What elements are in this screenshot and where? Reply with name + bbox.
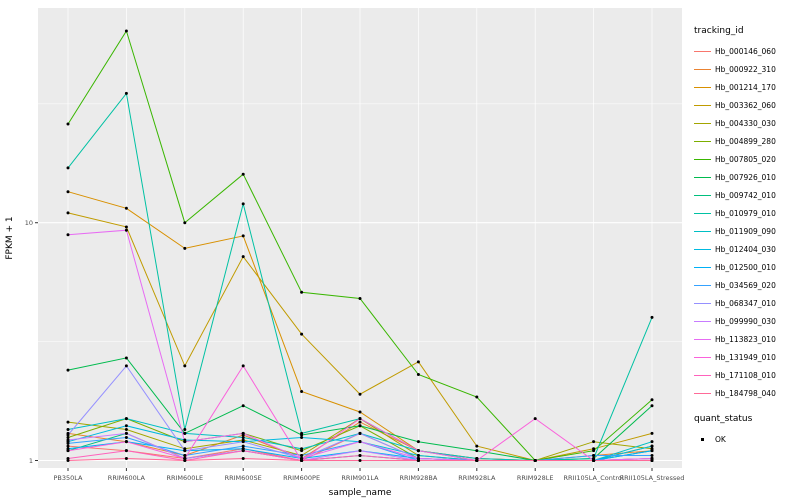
legend-item-quant-ok: OK [694, 430, 798, 448]
ok-point-icon [694, 433, 711, 446]
line-key-icon [694, 63, 711, 76]
line-key-icon [694, 351, 711, 364]
legend-item-Hb_000922_310: Hb_000922_310 [694, 60, 798, 78]
point-marker-icon [701, 437, 705, 441]
legend-label: Hb_184798_040 [715, 388, 776, 398]
legend-label: Hb_003362_060 [715, 100, 776, 110]
legend-label: Hb_001214_170 [715, 82, 776, 92]
svg-text:RRIM600LE: RRIM600LE [166, 474, 203, 482]
legend-label: Hb_011909_090 [715, 226, 776, 236]
legend-item-Hb_184798_040: Hb_184798_040 [694, 384, 798, 402]
legend-item-Hb_011909_090: Hb_011909_090 [694, 222, 798, 240]
legend-label-ok: OK [715, 434, 726, 444]
legend-title-tracking-id: tracking_id [694, 26, 744, 36]
legend-items-tracking: Hb_000146_060 Hb_000922_310 Hb_001214_170 H… [694, 42, 798, 402]
legend-item-Hb_001214_170: Hb_001214_170 [694, 78, 798, 96]
svg-text:RRIM600SE: RRIM600SE [225, 474, 262, 482]
legend-label: Hb_004330_030 [715, 118, 776, 128]
legend-label: Hb_004899_280 [715, 136, 776, 146]
legend-label: Hb_171108_010 [715, 370, 776, 380]
legend-item-Hb_131949_010: Hb_131949_010 [694, 348, 798, 366]
legend-item-Hb_004330_030: Hb_004330_030 [694, 114, 798, 132]
legend-label: Hb_068347_010 [715, 298, 776, 308]
line-key-icon [694, 297, 711, 310]
line-key-icon [694, 387, 711, 400]
legend-label: Hb_010979_010 [715, 208, 776, 218]
legend-item-Hb_171108_010: Hb_171108_010 [694, 366, 798, 384]
svg-text:RRIM928LE: RRIM928LE [517, 474, 554, 482]
legend-item-Hb_034569_020: Hb_034569_020 [694, 276, 798, 294]
legend-panel: tracking_id Hb_000146_060 Hb_000922_310 Hb… [688, 0, 800, 500]
legend-label: Hb_131949_010 [715, 352, 776, 362]
line-key-icon [694, 99, 711, 112]
legend-label: Hb_009742_010 [715, 190, 776, 200]
legend-item-Hb_010979_010: Hb_010979_010 [694, 204, 798, 222]
line-key-icon [694, 279, 711, 292]
legend-item-Hb_113823_010: Hb_113823_010 [694, 330, 798, 348]
line-key-icon [694, 207, 711, 220]
line-key-icon [694, 189, 711, 202]
line-key-icon [694, 117, 711, 130]
line-key-icon [694, 153, 711, 166]
legend-item-Hb_068347_010: Hb_068347_010 [694, 294, 798, 312]
legend-label: Hb_099990_030 [715, 316, 776, 326]
legend-item-Hb_003362_060: Hb_003362_060 [694, 96, 798, 114]
svg-text:RRIM928BA: RRIM928BA [399, 474, 437, 482]
line-key-icon [694, 135, 711, 148]
legend-label: Hb_000922_310 [715, 64, 776, 74]
legend-item-Hb_099990_030: Hb_099990_030 [694, 312, 798, 330]
legend-label: Hb_007926_010 [715, 172, 776, 182]
svg-text:1: 1 [29, 457, 33, 465]
line-key-icon [694, 171, 711, 184]
svg-text:PB350LA: PB350LA [53, 474, 83, 482]
legend-label: Hb_012500_010 [715, 262, 776, 272]
line-key-icon [694, 243, 711, 256]
legend-item-Hb_007805_020: Hb_007805_020 [694, 150, 798, 168]
line-key-icon [694, 315, 711, 328]
legend-label: Hb_000146_060 [715, 46, 776, 56]
legend-item-Hb_000146_060: Hb_000146_060 [694, 42, 798, 60]
legend-item-Hb_012404_030: Hb_012404_030 [694, 240, 798, 258]
legend-title-quant-status: quant_status [694, 414, 753, 424]
line-key-icon [694, 369, 711, 382]
line-key-icon [694, 225, 711, 238]
legend-item-Hb_004899_280: Hb_004899_280 [694, 132, 798, 150]
svg-text:sample_name: sample_name [329, 488, 392, 498]
svg-text:RRIM901LA: RRIM901LA [341, 474, 379, 482]
line-key-icon [694, 333, 711, 346]
line-key-icon [694, 81, 711, 94]
legend-item-Hb_007926_010: Hb_007926_010 [694, 168, 798, 186]
line-key-icon [694, 45, 711, 58]
chart-plot-area: 1 10 PB350LA RRIM600LA RRIM600LE RRIM600SE RRI… [5, 8, 685, 498]
svg-text:RRIM600PE: RRIM600PE [283, 474, 320, 482]
svg-text:RRII105LA_Control: RRII105LA_Control [563, 474, 623, 482]
legend-item-Hb_009742_010: Hb_009742_010 [694, 186, 798, 204]
svg-text:FPKM + 1: FPKM + 1 [5, 216, 15, 259]
svg-text:RRIM928LA: RRIM928LA [458, 474, 496, 482]
legend-label: Hb_007805_020 [715, 154, 776, 164]
legend-label: Hb_034569_020 [715, 280, 776, 290]
legend-item-Hb_012500_010: Hb_012500_010 [694, 258, 798, 276]
svg-text:RRIM600LA: RRIM600LA [108, 474, 146, 482]
legend-label: Hb_113823_010 [715, 334, 776, 344]
legend-label: Hb_012404_030 [715, 244, 776, 254]
line-key-icon [694, 261, 711, 274]
svg-text:RRII105LA_Stressed: RRII105LA_Stressed [620, 474, 685, 482]
svg-text:10: 10 [25, 219, 33, 227]
